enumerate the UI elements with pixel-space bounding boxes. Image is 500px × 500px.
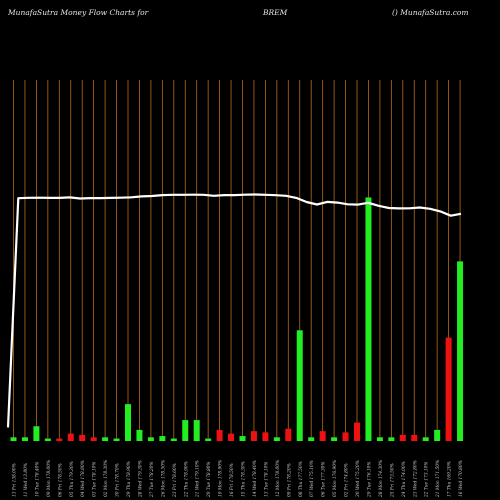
x-tick-label: 09 Fri 178.20% [287,463,292,497]
x-tick-label: 02 Fri 174.80% [345,463,350,497]
x-tick-label: 30 Fri 178.70% [116,463,121,497]
x-tick-label: 12 Mon 178.00% [276,460,281,497]
flow-bar [147,437,154,441]
flow-bar [262,432,269,441]
x-tick-label: 20 Tue 178.80% [207,462,212,499]
flow-bar [79,434,86,441]
x-tick-label: 03 Tue 178.10% [93,462,98,498]
x-tick-label: 08 Thu 177.50% [299,461,304,497]
flow-bar [56,438,63,441]
x-tick-label: 23 Fri 178.60% [173,463,178,498]
flow-bar [193,420,200,441]
flow-bar [44,438,51,441]
flow-bar [90,437,97,441]
flow-bar [21,437,28,441]
x-tick-label: 22 Tue 173.10% [425,462,430,499]
x-tick-label: 27 Tue 178.20% [150,462,155,499]
flow-bar [354,422,360,441]
x-tick-label: 19 Mon 178.90% [219,460,224,497]
x-tick-label: 24 Thu 174.00% [402,461,407,498]
x-tick-label: 17 Thu 169.20% [448,461,453,497]
flow-bar [250,431,257,441]
x-tick-label: 29 Thu 178.90% [127,461,132,498]
flow-bar [273,437,280,441]
x-tick-label: 06 Tue 177.30% [322,462,327,498]
x-tick-label: 06 Fri 178.50% [58,463,63,497]
flow-bar [388,437,395,441]
flow-bar [239,436,246,441]
x-tick-label: 05 Mon 176.90% [333,460,338,497]
flow-bar [102,437,109,441]
flow-bar [125,404,131,441]
flow-bar [434,429,441,441]
x-tick-label: 10 Tue 178.40% [35,462,40,498]
flow-bar [331,437,338,441]
x-tick-label: 07 Wed 175.10% [310,460,315,497]
flow-bar [376,437,383,441]
x-tick-label: 28 Mon 174.30% [379,460,384,498]
flow-bar [411,434,418,441]
x-tick-label: 11 Wed 13.80% [24,463,29,497]
flow-bar [285,428,292,441]
x-tick-label: 09 Mon 178.00% [47,460,52,497]
x-tick-label: 15 Thu 178.30% [242,461,247,497]
x-tick-label: 21 Wed 179.10% [196,460,201,498]
x-tick-label: 14 Wed 178.40% [253,460,258,497]
flow-bar [216,429,223,441]
flow-bar [136,429,143,441]
flow-bar [205,438,212,441]
x-tick-label: 21 Mon 171.50% [436,460,441,498]
price-line [6,193,462,428]
chart-header-title: MunafaSutra Money Flow Charts for [8,8,149,17]
flow-bar [10,437,17,441]
flow-bar [170,438,177,441]
flow-bar [365,197,372,441]
x-tick-label: 05 Thu 179.30% [70,461,75,497]
flow-bar [342,432,349,441]
x-tick-label: 13 Tue 178.10% [264,462,269,498]
x-tick-label: 04 Wed 178.80% [81,460,86,497]
flow-bar [159,436,166,441]
x-tick-label: 25 Fri 173.50% [390,463,395,498]
flow-bar [67,433,74,441]
chart-header-site: () MunafaSutra.com [392,8,469,17]
x-tick-label: 26 Mon 178.50% [161,460,166,498]
x-tick-label: 02 Mon 178.30% [104,460,109,497]
flow-bar [457,261,464,441]
flow-bar [319,431,326,441]
x-tick-label: 16 Wed 170.80% [459,460,464,497]
flow-bar [422,437,429,441]
flow-bar [308,437,315,441]
x-tick-label: 16 Fri 178.50% [230,463,235,497]
x-tick-label: 28 Wed 179.30% [138,460,143,498]
flow-bar [33,426,40,441]
flow-bar [399,434,406,441]
flow-bar [228,433,235,441]
x-tick-label: 29 Tue 176.10% [367,462,372,499]
flow-bar [182,420,189,441]
chart-header-symbol: BREM [263,8,288,17]
flow-bar [296,330,303,441]
flow-bar [113,438,120,441]
x-tick-label: 13 Fri 138.00% [13,463,18,497]
x-tick-label: 22 Thu 178.90% [184,461,189,498]
x-tick-label: 23 Wed 172.80% [413,460,418,498]
x-tick-label: 30 Wed 175.20% [356,460,361,497]
flow-bar [445,337,452,441]
